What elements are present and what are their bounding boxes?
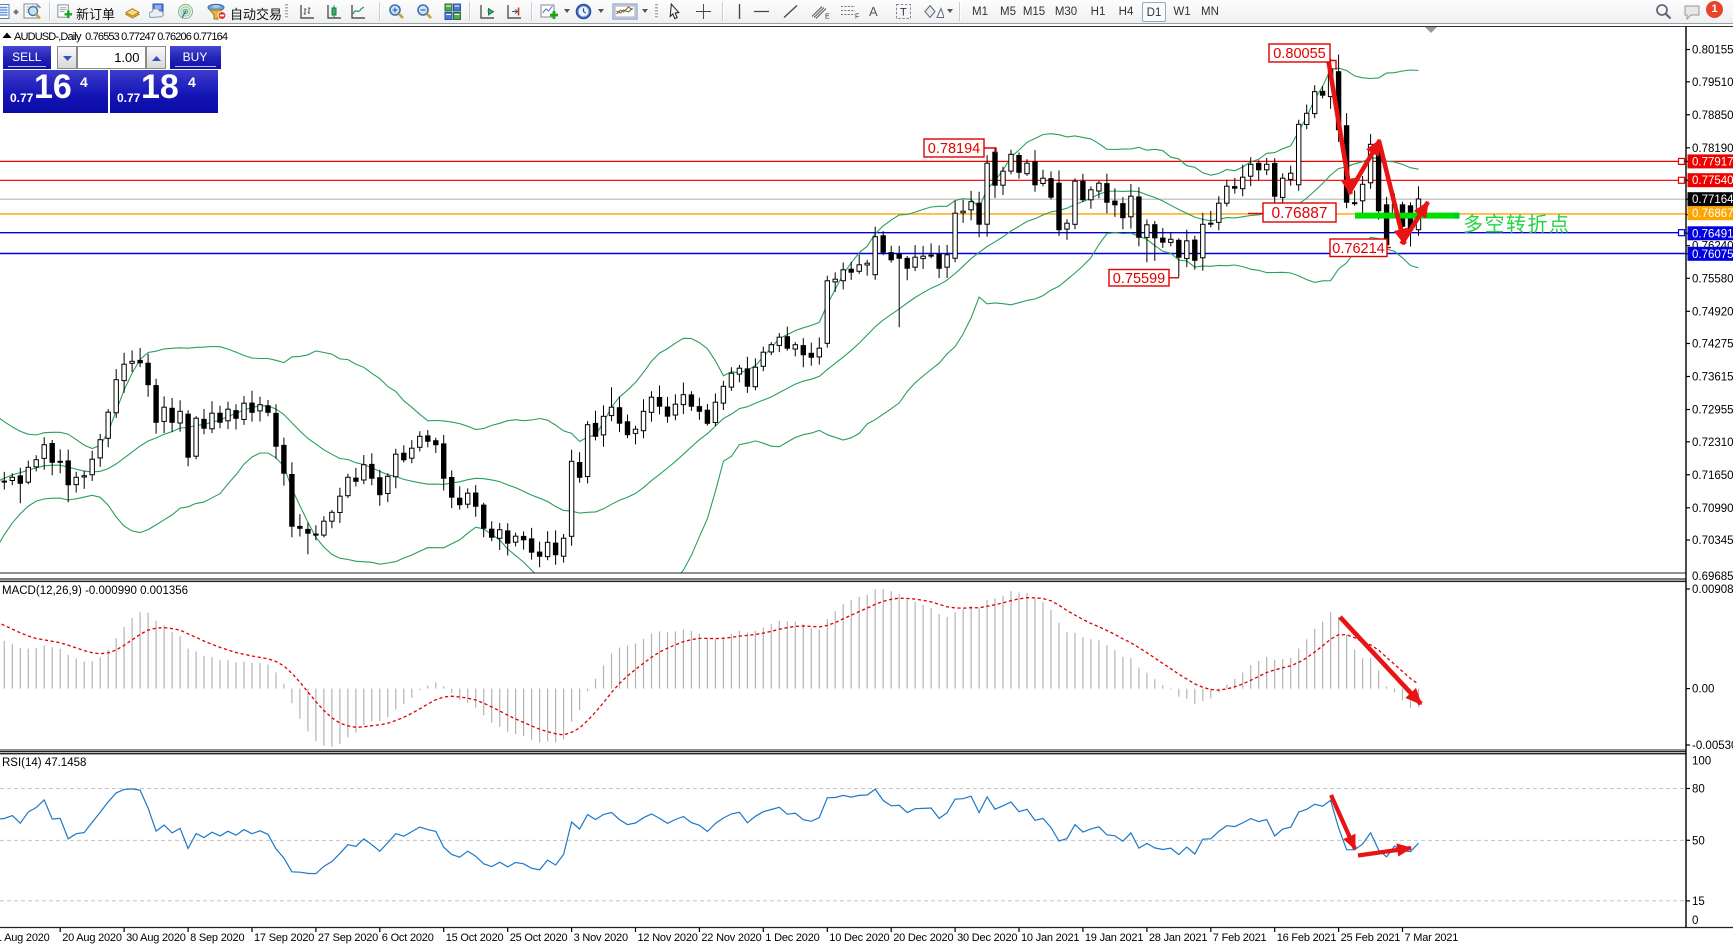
svg-text:0.70345: 0.70345 (1692, 535, 1733, 547)
svg-text:T: T (900, 7, 907, 19)
svg-text:8 Sep 2020: 8 Sep 2020 (190, 932, 244, 944)
svg-text:0.76491: 0.76491 (1692, 228, 1733, 240)
svg-text:AUDUSD-,Daily 0.76553 0.77247: AUDUSD-,Daily 0.76553 0.77247 0.76206 0.… (14, 31, 228, 43)
svg-text:-0.005306: -0.005306 (1692, 740, 1733, 752)
svg-text:20 Dec 2020: 20 Dec 2020 (893, 932, 953, 944)
svg-text:6 Oct 2020: 6 Oct 2020 (382, 932, 434, 944)
svg-text:16 Feb 2021: 16 Feb 2021 (1277, 932, 1337, 944)
svg-text:0.76867: 0.76867 (1692, 208, 1733, 220)
svg-text:多空转折点: 多空转折点 (1463, 213, 1571, 236)
svg-text:10 Jan 2021: 10 Jan 2021 (1021, 932, 1079, 944)
svg-text:15: 15 (1692, 896, 1705, 908)
svg-text:30 Dec 2020: 30 Dec 2020 (957, 932, 1017, 944)
svg-text:15 Oct 2020: 15 Oct 2020 (446, 932, 504, 944)
svg-text:0.74920: 0.74920 (1692, 306, 1733, 318)
svg-text:0.75599: 0.75599 (1113, 271, 1165, 287)
svg-text:0.80055: 0.80055 (1273, 46, 1325, 62)
svg-text:0.76214: 0.76214 (1332, 241, 1384, 257)
svg-text:28 Jan 2021: 28 Jan 2021 (1149, 932, 1207, 944)
svg-text:50: 50 (1692, 835, 1705, 847)
svg-text:0.77540: 0.77540 (1692, 175, 1733, 187)
svg-text:7 Mar 2021: 7 Mar 2021 (1405, 932, 1459, 944)
svg-text:3 Nov 2020: 3 Nov 2020 (574, 932, 628, 944)
svg-text:0.72310: 0.72310 (1692, 437, 1733, 449)
svg-text:20 Aug 2020: 20 Aug 2020 (62, 932, 122, 944)
svg-text:0.76075: 0.76075 (1692, 249, 1733, 261)
svg-text:F: F (855, 14, 859, 21)
svg-text:17 Sep 2020: 17 Sep 2020 (254, 932, 314, 944)
svg-text:22 Nov 2020: 22 Nov 2020 (701, 932, 761, 944)
svg-text:0.009081: 0.009081 (1692, 584, 1733, 596)
svg-text:25 Oct 2020: 25 Oct 2020 (510, 932, 568, 944)
svg-text:1 Dec 2020: 1 Dec 2020 (765, 932, 819, 944)
svg-text:10 Dec 2020: 10 Dec 2020 (829, 932, 889, 944)
svg-text:0.72955: 0.72955 (1692, 405, 1733, 417)
svg-text:0.74275: 0.74275 (1692, 339, 1733, 351)
svg-text:0.78190: 0.78190 (1692, 143, 1733, 155)
svg-text:25 Feb 2021: 25 Feb 2021 (1341, 932, 1401, 944)
svg-text:0.78850: 0.78850 (1692, 110, 1733, 122)
svg-text:0.69685: 0.69685 (1692, 571, 1733, 583)
svg-text:11 Aug 2020: 11 Aug 2020 (0, 932, 50, 944)
svg-text:12 Nov 2020: 12 Nov 2020 (638, 932, 698, 944)
svg-text:0.75580: 0.75580 (1692, 273, 1733, 285)
svg-text:7 Feb 2021: 7 Feb 2021 (1213, 932, 1267, 944)
svg-text:MACD(12,26,9) -0.000990 0.0013: MACD(12,26,9) -0.000990 0.001356 (2, 585, 188, 597)
svg-text:0.78194: 0.78194 (928, 141, 980, 157)
svg-text:100: 100 (1692, 756, 1711, 768)
svg-text:30 Aug 2020: 30 Aug 2020 (126, 932, 186, 944)
svg-text:0.80155: 0.80155 (1692, 45, 1733, 57)
svg-text:0.00: 0.00 (1692, 684, 1714, 696)
svg-text:0.70990: 0.70990 (1692, 503, 1733, 515)
svg-text:0.77917: 0.77917 (1692, 156, 1733, 168)
svg-text:E: E (825, 14, 830, 21)
svg-text:0: 0 (1692, 915, 1698, 927)
svg-text:80: 80 (1692, 784, 1705, 796)
svg-text:19 Jan 2021: 19 Jan 2021 (1085, 932, 1143, 944)
svg-text:0.76887: 0.76887 (1271, 205, 1327, 222)
svg-text:0.77164: 0.77164 (1692, 194, 1733, 206)
svg-text:0.73615: 0.73615 (1692, 372, 1733, 384)
svg-text:27 Sep 2020: 27 Sep 2020 (318, 932, 378, 944)
svg-text:0.79510: 0.79510 (1692, 77, 1733, 89)
svg-text:RSI(14) 47.1458: RSI(14) 47.1458 (2, 757, 86, 769)
svg-text:0.71650: 0.71650 (1692, 470, 1733, 482)
